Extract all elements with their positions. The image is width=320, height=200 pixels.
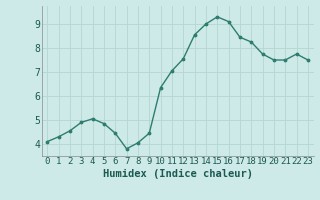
X-axis label: Humidex (Indice chaleur): Humidex (Indice chaleur) — [103, 169, 252, 179]
